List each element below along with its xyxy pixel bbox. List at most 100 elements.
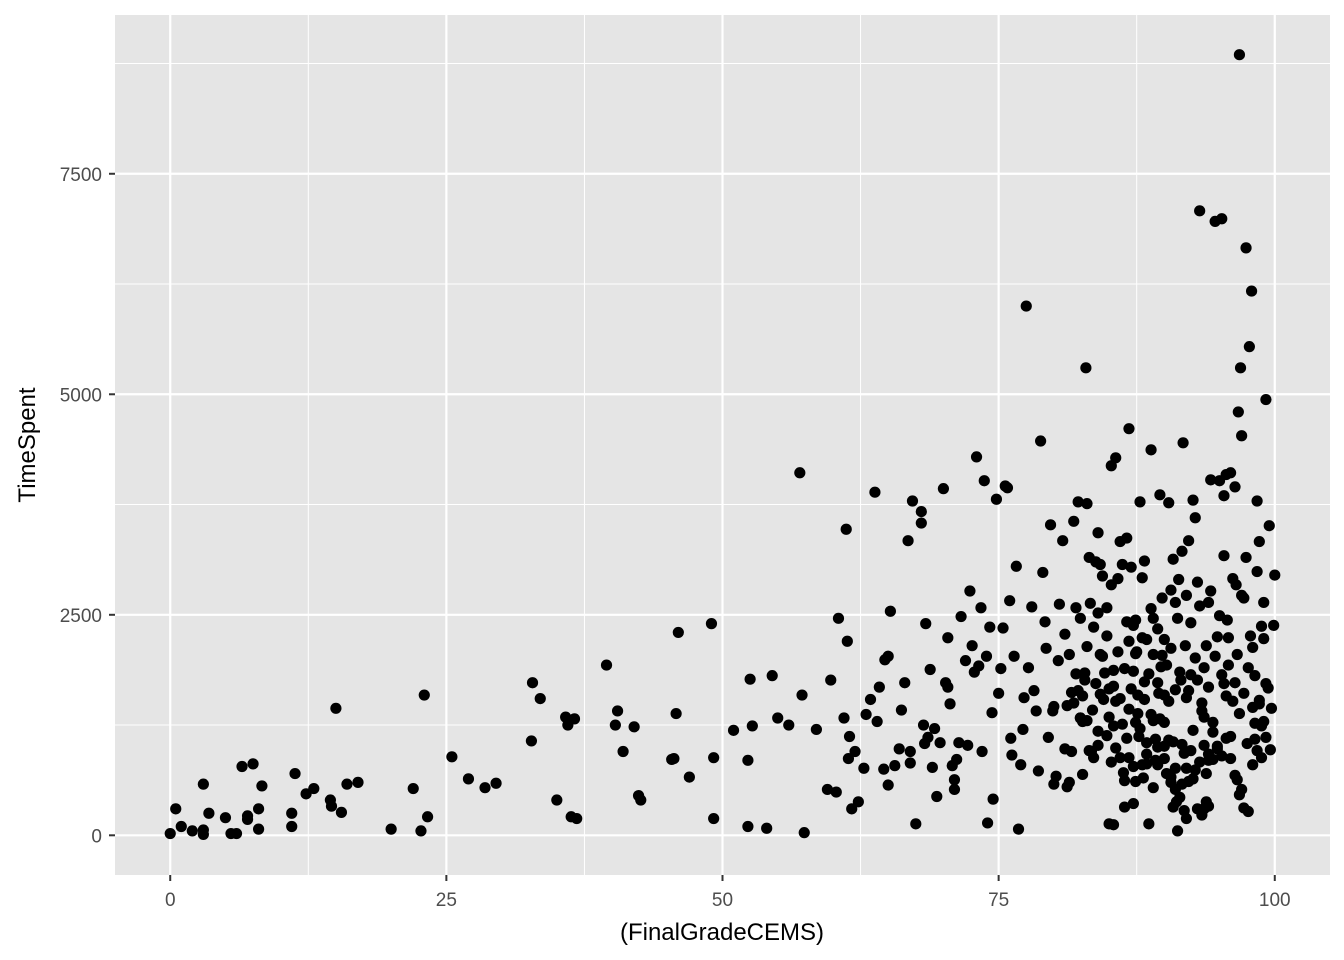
data-point — [1123, 703, 1135, 715]
data-point — [1251, 565, 1263, 578]
data-point — [1249, 733, 1261, 745]
data-point — [1149, 733, 1162, 745]
data-point — [1079, 674, 1091, 686]
data-point — [1022, 662, 1035, 674]
data-point — [922, 731, 934, 744]
data-point — [889, 760, 901, 772]
data-point — [1101, 630, 1113, 642]
data-point — [1187, 724, 1199, 736]
data-point — [1231, 774, 1243, 786]
data-point — [962, 739, 974, 751]
data-point — [1163, 497, 1175, 509]
data-point — [1260, 393, 1272, 406]
data-point — [1110, 695, 1122, 707]
data-point — [1085, 745, 1098, 758]
data-point — [352, 776, 364, 788]
data-point — [948, 783, 961, 796]
data-point — [611, 705, 624, 717]
data-point — [1207, 753, 1219, 766]
data-point — [1123, 752, 1135, 764]
data-point — [993, 687, 1005, 699]
data-point — [1118, 801, 1131, 813]
data-point — [1176, 545, 1188, 557]
data-point — [252, 823, 265, 835]
data-point — [910, 818, 922, 830]
data-point — [197, 778, 209, 790]
data-point — [959, 655, 972, 667]
data-point — [1213, 610, 1226, 622]
data-point — [783, 719, 795, 731]
data-point — [1015, 759, 1027, 771]
data-point — [421, 811, 434, 823]
data-point — [1070, 602, 1082, 614]
data-point — [600, 659, 613, 671]
data-point — [385, 823, 397, 835]
data-point — [1194, 600, 1206, 612]
data-point — [1065, 745, 1078, 758]
data-point — [1044, 519, 1057, 531]
data-point — [1008, 650, 1020, 662]
data-point — [1081, 498, 1093, 510]
data-point — [1240, 242, 1252, 254]
data-point — [1218, 490, 1230, 502]
data-point — [895, 704, 908, 716]
data-point — [1176, 738, 1188, 751]
data-point — [1156, 649, 1168, 661]
data-point — [230, 827, 243, 840]
data-point — [1174, 791, 1186, 803]
data-point — [1152, 677, 1164, 689]
data-point — [1121, 732, 1133, 744]
data-point — [746, 720, 758, 732]
data-point — [1167, 553, 1179, 565]
data-point — [1114, 535, 1126, 548]
data-point — [170, 803, 182, 815]
data-point — [1081, 640, 1093, 653]
data-point — [772, 712, 784, 724]
data-point — [893, 743, 905, 755]
data-point — [1081, 715, 1093, 727]
data-point — [843, 730, 856, 743]
data-point — [1134, 722, 1146, 735]
data-point — [1094, 558, 1106, 571]
data-point — [1132, 707, 1144, 720]
data-point — [1245, 285, 1258, 297]
data-point — [1032, 765, 1044, 777]
data-point — [534, 692, 546, 705]
data-point — [1143, 668, 1155, 680]
data-point — [568, 713, 581, 725]
data-point — [1020, 300, 1032, 312]
data-point — [1264, 744, 1276, 756]
data-point — [551, 794, 563, 806]
data-point — [1173, 573, 1185, 586]
data-point — [984, 621, 996, 633]
data-point — [1010, 560, 1022, 572]
data-point — [1253, 535, 1265, 548]
data-point — [1017, 723, 1029, 736]
data-point — [1118, 775, 1131, 787]
data-point — [924, 663, 936, 676]
data-point — [1200, 767, 1212, 780]
data-point — [1253, 698, 1265, 710]
data-point — [1167, 801, 1179, 813]
data-point — [744, 673, 756, 685]
data-point — [1258, 715, 1270, 728]
data-point — [325, 800, 338, 812]
data-point — [1207, 726, 1219, 738]
data-point — [904, 757, 916, 769]
data-point — [1154, 489, 1166, 501]
data-point — [1107, 680, 1120, 692]
data-point — [948, 774, 961, 786]
data-point — [1136, 632, 1148, 644]
data-point — [1116, 558, 1128, 571]
data-point — [1260, 731, 1272, 744]
data-point — [1134, 496, 1146, 508]
data-point — [1269, 569, 1281, 581]
data-point — [1205, 585, 1217, 597]
data-point — [1200, 640, 1212, 652]
data-point — [1088, 621, 1100, 633]
data-point — [308, 782, 320, 795]
data-point — [1156, 592, 1168, 604]
data-point — [840, 523, 852, 535]
data-point — [628, 721, 640, 733]
